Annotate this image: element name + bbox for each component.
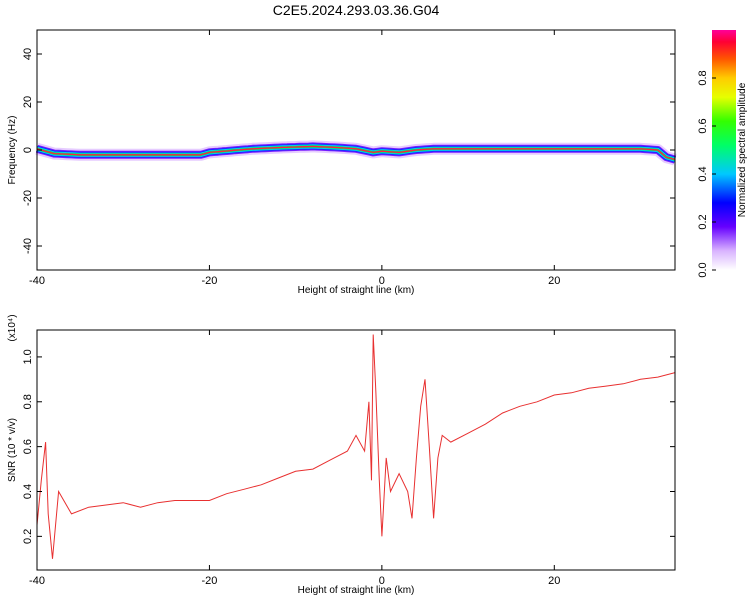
heatmap-ytick-label: 0 [22, 147, 34, 153]
heatmap-xtick-label: 0 [379, 275, 385, 287]
heatmap-panel: -40 -20 0 20 40 20 0 -20 -40 Height of straight … [7, 29, 677, 296]
snr-xlabel: Height of straight line (km) [298, 585, 415, 596]
snr-ylabel: SNR (10 * v/v) [7, 418, 18, 482]
heatmap-xtick-label: 20 [548, 275, 560, 287]
colorbar: 0.0 0.2 0.4 0.6 0.8 Normalized spectral ampl… [697, 30, 748, 278]
figure-title: C2E5.2024.293.03.36.G04 [273, 2, 440, 18]
heatmap-ridge-band-5 [36, 145, 676, 161]
colorbar-tick-label: 0.6 [697, 118, 709, 133]
colorbar-tick-label: 0.0 [697, 262, 709, 277]
heatmap-ytick-label: -20 [22, 190, 34, 206]
snr-xtick-label: 20 [548, 575, 560, 587]
snr-xtick-label: -40 [29, 575, 45, 587]
heatmap-ylabel: Frequency (Hz) [7, 116, 18, 185]
snr-multiplier: (x10⁴) [7, 314, 18, 341]
snr-ytick-label: 0.8 [22, 394, 34, 409]
snr-xtick-label: 0 [379, 575, 385, 587]
colorbar-tick-label: 0.4 [697, 166, 709, 181]
heatmap-ytick-label: 40 [22, 48, 34, 60]
colorbar-gradient [712, 30, 736, 270]
snr-ytick-label: 1.0 [22, 349, 34, 364]
snr-ytick-label: 0.2 [22, 529, 34, 544]
colorbar-tick-label: 0.8 [697, 70, 709, 85]
snr-xtick-label: -20 [201, 575, 217, 587]
snr-series-line [36, 334, 676, 559]
snr-panel: -40 -20 0 20 0.2 0.4 0.6 0.8 1.0 Height of strai… [7, 314, 676, 596]
heatmap-ytick-label: -40 [22, 238, 34, 254]
heatmap-ytick-label: 20 [22, 96, 34, 108]
colorbar-tick-label: 0.2 [697, 214, 709, 229]
heatmap-marks [35, 140, 677, 166]
snr-ticks: -40 -20 0 20 0.2 0.4 0.6 0.8 1.0 [22, 330, 675, 587]
colorbar-label: Normalized spectral amplitude [737, 82, 748, 217]
snr-ytick-label: 0.6 [22, 439, 34, 454]
snr-frame [36, 329, 676, 571]
colorbar-ticks: 0.0 0.2 0.4 0.6 0.8 [697, 70, 716, 278]
heatmap-ticks: -40 -20 0 20 40 20 0 -20 -40 [22, 30, 675, 287]
heatmap-xlabel: Height of straight line (km) [298, 285, 415, 296]
heatmap-xtick-label: -40 [29, 275, 45, 287]
heatmap-xtick-label: -20 [201, 275, 217, 287]
snr-ytick-label: 0.4 [22, 484, 34, 499]
